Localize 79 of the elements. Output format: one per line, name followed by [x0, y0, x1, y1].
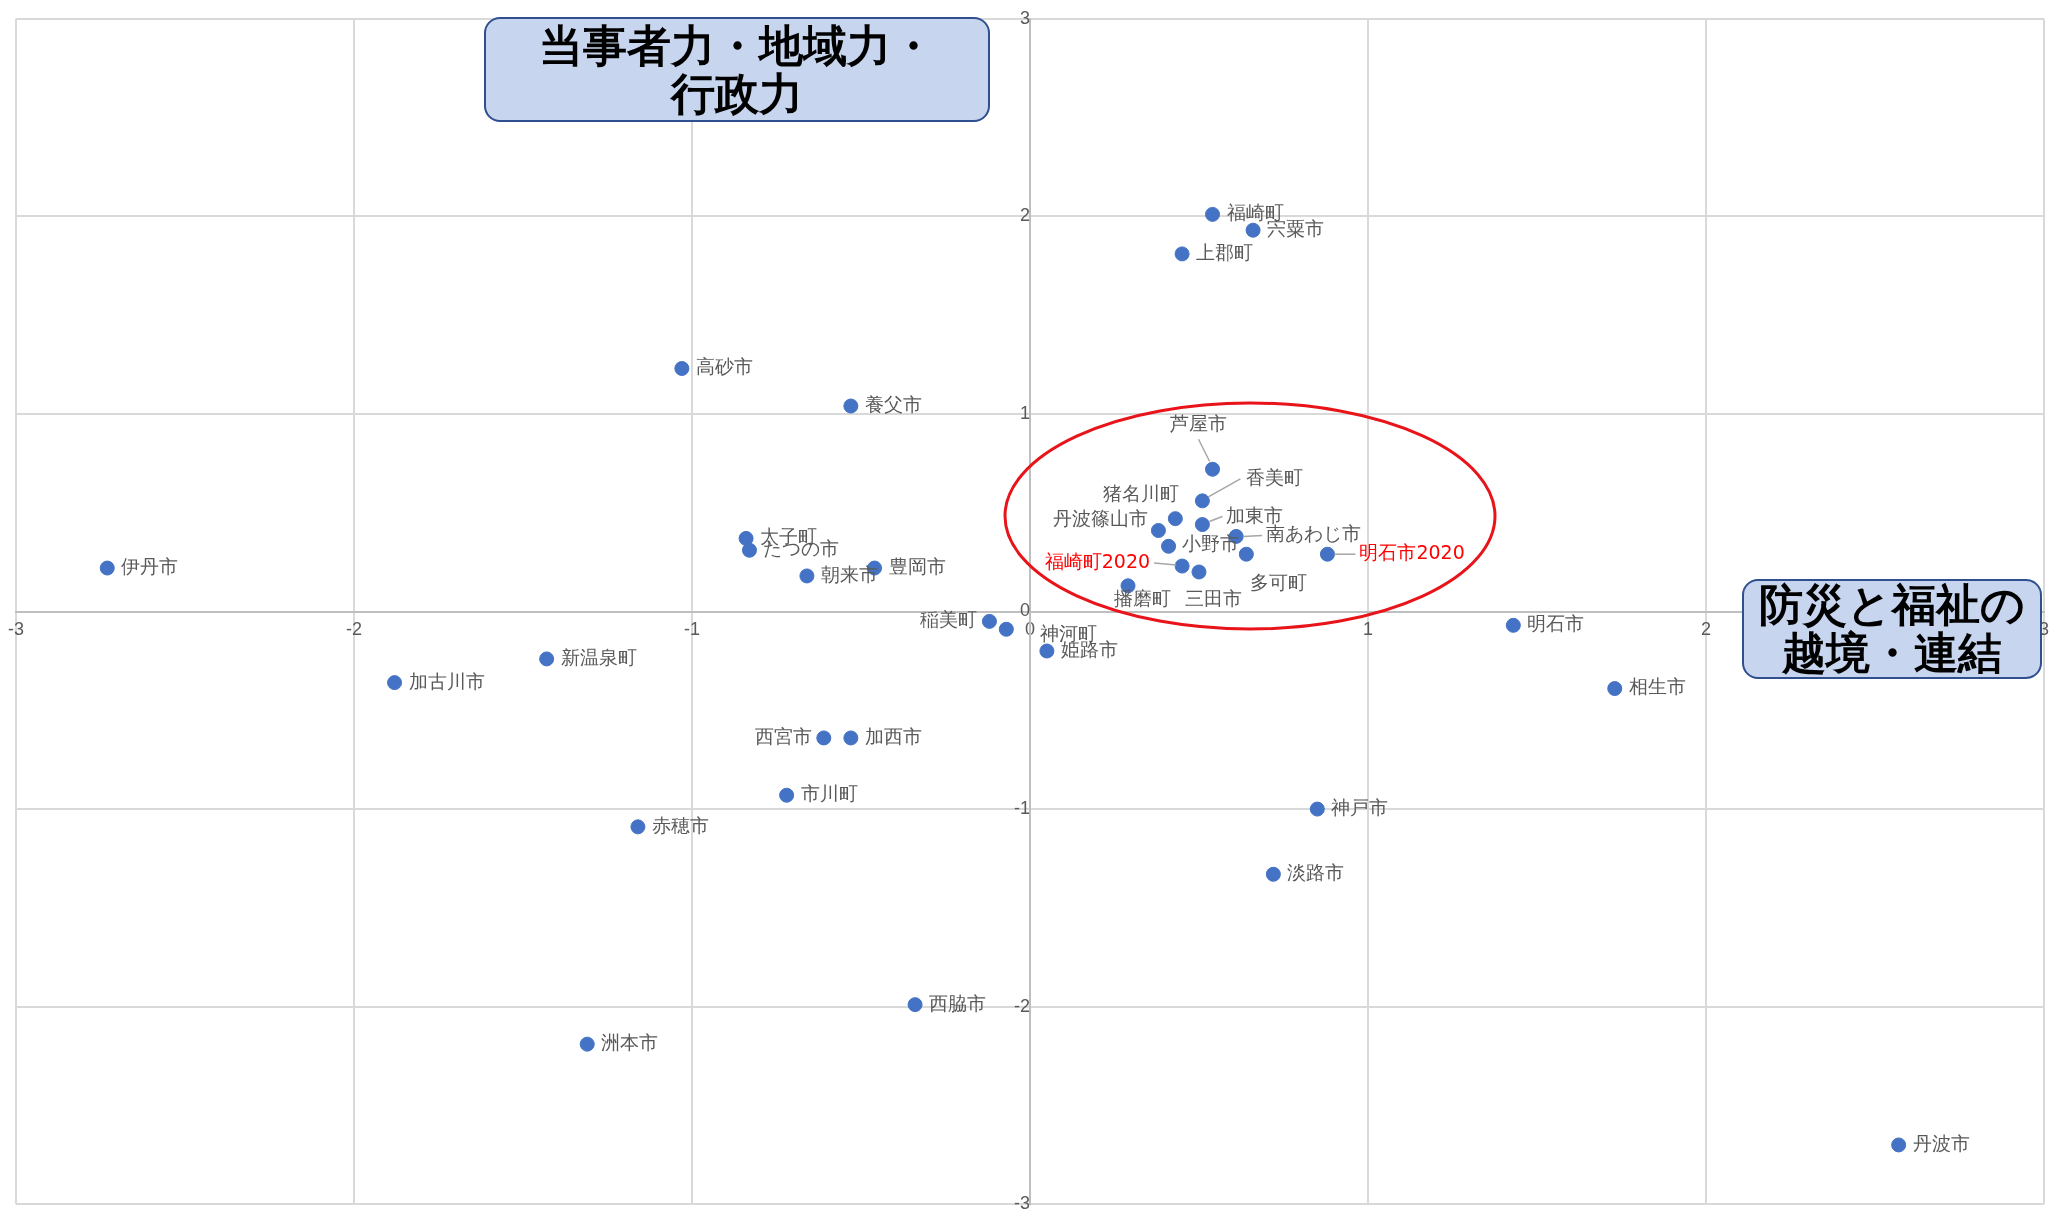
annotation: 相生市 [1628, 675, 1686, 698]
annotation: 西脇市 [929, 991, 987, 1014]
y-tick-label: 0 [1019, 600, 1030, 621]
annotation: 伊丹市 [121, 554, 179, 577]
annotation: 明石市2020 [1359, 541, 1465, 564]
point [843, 398, 859, 414]
point [1039, 643, 1055, 659]
annotation: 市川町 [800, 782, 858, 805]
point [981, 613, 997, 629]
point [738, 530, 754, 546]
annotation: 明石市 [1527, 612, 1585, 635]
point [99, 560, 115, 576]
annotation: 多可町 [1249, 571, 1307, 594]
point [1194, 493, 1210, 509]
x-tick-label: 1 [1362, 619, 1374, 640]
point [1319, 546, 1335, 562]
annotation: 加古川市 [408, 669, 485, 692]
point [816, 730, 832, 746]
point [1167, 511, 1183, 527]
annotation: 洲本市 [601, 1031, 659, 1054]
point [1205, 461, 1221, 477]
point [779, 787, 795, 803]
point [1238, 546, 1254, 562]
annotation: 小野市 [1181, 532, 1239, 555]
annotation: 加西市 [864, 724, 922, 747]
point [1205, 206, 1221, 222]
point [539, 651, 555, 667]
annotation: 上郡町 [1196, 240, 1254, 263]
annotation: 養父市 [864, 392, 922, 415]
y-tick-label: -1 [1013, 798, 1030, 819]
annotation: 三田市 [1185, 586, 1243, 609]
annotation: 猪名川町 [1103, 481, 1180, 504]
annotation: 稲美町 [920, 608, 978, 631]
point [630, 819, 646, 835]
annotation: 新温泉町 [560, 645, 637, 668]
point [998, 621, 1014, 637]
point [741, 542, 757, 558]
x-tick-label: -2 [345, 619, 363, 640]
annotation: 神戸市 [1331, 796, 1389, 818]
point [674, 360, 690, 376]
point [1174, 558, 1190, 574]
annotation: 芦屋市 [1170, 412, 1228, 435]
point [907, 997, 923, 1013]
annotation: 福崎町2020 [1044, 550, 1151, 572]
y-tick-label: 1 [1019, 402, 1030, 423]
annotation: 赤穂市 [651, 813, 709, 836]
point [1265, 866, 1281, 882]
annotation: 播磨町 [1113, 586, 1171, 609]
y-tick-label: 3 [1019, 7, 1030, 28]
point [799, 568, 815, 584]
point [1194, 517, 1210, 533]
point [1607, 681, 1623, 697]
point [1505, 617, 1521, 633]
annotation: 淡路市 [1287, 861, 1345, 884]
point [387, 675, 403, 691]
annotation: 丹波市 [1912, 1131, 1970, 1154]
point [1245, 222, 1261, 238]
annotation: 豊岡市 [888, 554, 946, 577]
y-tick-label: -3 [1013, 1193, 1030, 1214]
annotation: 香美町 [1246, 465, 1304, 488]
annotation: 丹波篠山市 [1053, 507, 1149, 530]
point [1309, 801, 1325, 817]
point [843, 730, 859, 746]
y-tick-label: -2 [1013, 995, 1030, 1016]
point [1191, 564, 1207, 580]
y-axis-title: 当事者力・地域力・行政力 [484, 17, 990, 122]
point [1174, 246, 1190, 262]
point [1891, 1137, 1907, 1153]
y-tick-label: 2 [1019, 205, 1030, 226]
annotation: 朝来市 [820, 562, 878, 585]
annotation: 西宮市 [754, 724, 812, 747]
x-axis-title: 防災と福祉の越境・連結 [1759, 579, 2025, 678]
annotation: 高砂市 [695, 355, 753, 378]
x-tick-label: -1 [683, 619, 701, 640]
point [1150, 523, 1166, 538]
point [1161, 538, 1177, 554]
point [579, 1036, 595, 1052]
x-tick-label: 2 [1700, 619, 1711, 640]
x-tick-label: -3 [7, 619, 25, 640]
